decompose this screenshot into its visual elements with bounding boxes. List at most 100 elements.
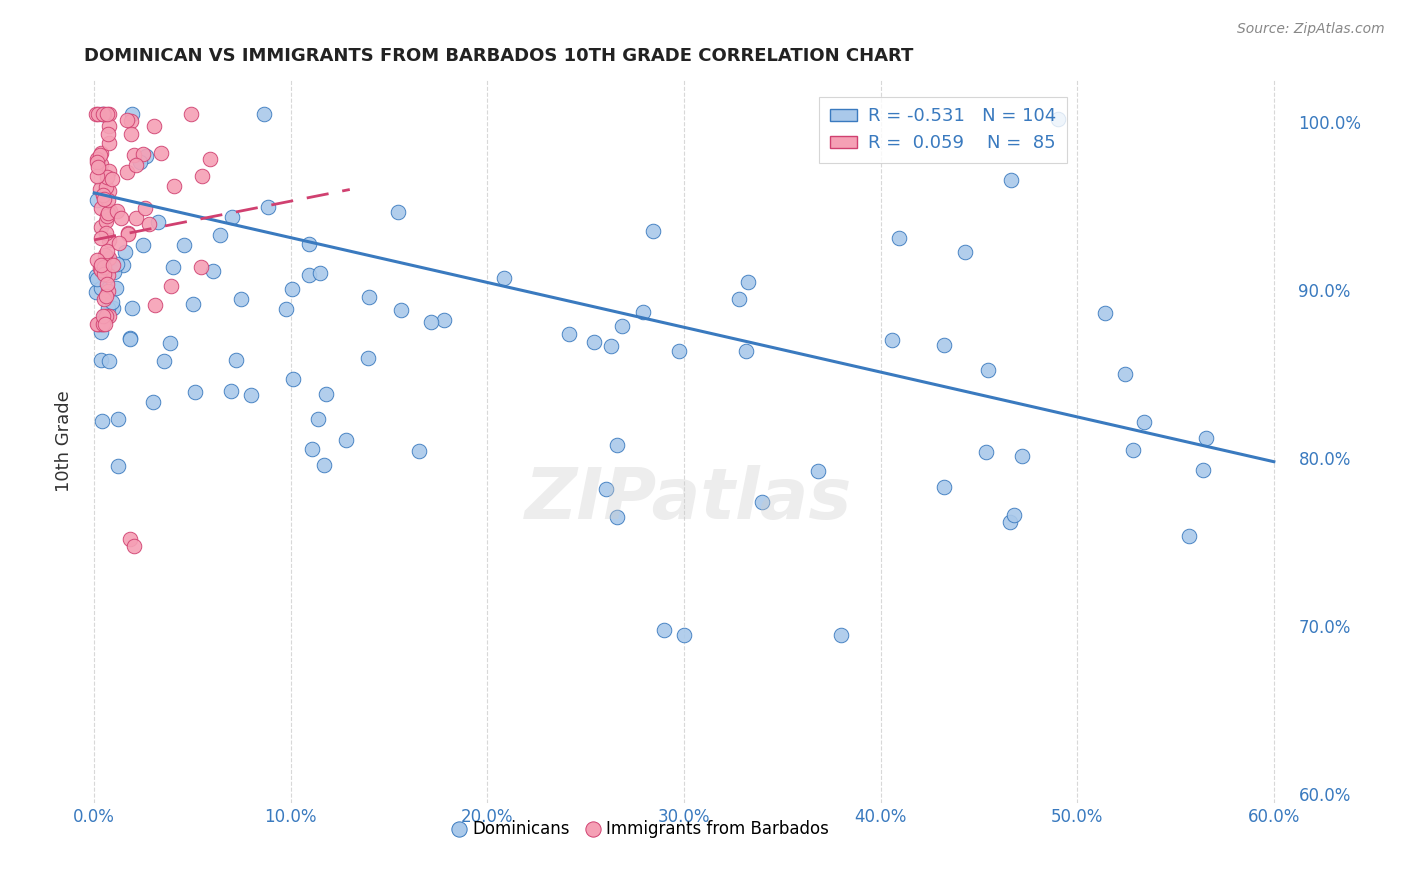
- Point: [91, 107, 114, 121]
- Point: [93, 192, 115, 206]
- Point: [142, 395, 165, 409]
- Point: [86, 153, 108, 167]
- Text: Source: ZipAtlas.com: Source: ZipAtlas.com: [1237, 22, 1385, 37]
- Point: [120, 331, 142, 345]
- Point: [219, 384, 242, 398]
- Point: [240, 388, 263, 402]
- Point: [335, 433, 357, 447]
- Point: [301, 442, 323, 457]
- Point: [953, 244, 976, 259]
- Point: [94, 311, 117, 326]
- Point: [97, 127, 120, 141]
- Point: [124, 211, 146, 226]
- Point: [91, 317, 114, 331]
- Point: [91, 188, 114, 202]
- Point: [98, 184, 121, 198]
- Point: [183, 297, 205, 311]
- Point: [97, 301, 120, 316]
- Point: [389, 302, 412, 317]
- Point: [221, 210, 243, 224]
- Point: [97, 193, 120, 207]
- Point: [97, 310, 120, 324]
- Point: [89, 148, 111, 162]
- Point: [98, 204, 121, 219]
- Point: [1114, 367, 1136, 381]
- Point: [134, 201, 156, 215]
- Point: [107, 412, 129, 426]
- Point: [89, 182, 111, 196]
- Point: [84, 268, 107, 283]
- Point: [143, 298, 166, 312]
- Point: [314, 458, 336, 472]
- Point: [108, 235, 131, 250]
- Point: [96, 107, 118, 121]
- Point: [606, 437, 628, 451]
- Point: [298, 268, 321, 283]
- Point: [97, 285, 120, 299]
- Point: [91, 414, 114, 428]
- Point: [98, 251, 121, 265]
- Point: [96, 244, 118, 258]
- Point: [727, 292, 749, 306]
- Point: [934, 338, 956, 352]
- Point: [281, 372, 304, 386]
- Legend: Dominicans, Immigrants from Barbados: Dominicans, Immigrants from Barbados: [446, 814, 835, 845]
- Point: [257, 200, 280, 214]
- Point: [90, 146, 112, 161]
- Point: [107, 258, 129, 272]
- Point: [97, 268, 120, 282]
- Point: [91, 317, 114, 331]
- Point: [120, 333, 142, 347]
- Point: [94, 289, 117, 303]
- Point: [90, 201, 112, 215]
- Point: [1002, 508, 1025, 522]
- Point: [84, 285, 107, 299]
- Point: [998, 515, 1021, 529]
- Point: [595, 482, 617, 496]
- Point: [143, 119, 166, 133]
- Point: [191, 169, 214, 183]
- Point: [86, 155, 108, 169]
- Point: [307, 412, 329, 426]
- Point: [668, 344, 690, 359]
- Point: [86, 193, 108, 207]
- Point: [87, 317, 110, 331]
- Point: [103, 265, 125, 279]
- Point: [90, 353, 112, 368]
- Point: [107, 458, 129, 473]
- Point: [101, 295, 124, 310]
- Point: [117, 227, 139, 241]
- Point: [643, 224, 665, 238]
- Point: [97, 252, 120, 267]
- Point: [98, 233, 121, 247]
- Point: [117, 165, 139, 179]
- Point: [94, 226, 117, 240]
- Point: [160, 279, 183, 293]
- Point: [114, 245, 136, 260]
- Point: [631, 305, 654, 319]
- Point: [96, 214, 118, 228]
- Point: [558, 326, 581, 341]
- Point: [86, 317, 108, 331]
- Point: [115, 112, 138, 127]
- Point: [229, 292, 252, 306]
- Point: [274, 301, 297, 316]
- Point: [162, 178, 184, 193]
- Point: [91, 315, 114, 329]
- Point: [887, 231, 910, 245]
- Point: [89, 261, 111, 276]
- Point: [93, 310, 115, 324]
- Point: [121, 301, 143, 316]
- Point: [93, 107, 115, 121]
- Point: [101, 258, 124, 272]
- Point: [190, 260, 212, 274]
- Point: [173, 237, 195, 252]
- Point: [751, 495, 773, 509]
- Point: [131, 147, 153, 161]
- Point: [118, 532, 141, 546]
- Point: [807, 464, 830, 478]
- Point: [87, 107, 110, 121]
- Point: [1195, 431, 1218, 445]
- Point: [129, 155, 152, 169]
- Point: [86, 253, 108, 268]
